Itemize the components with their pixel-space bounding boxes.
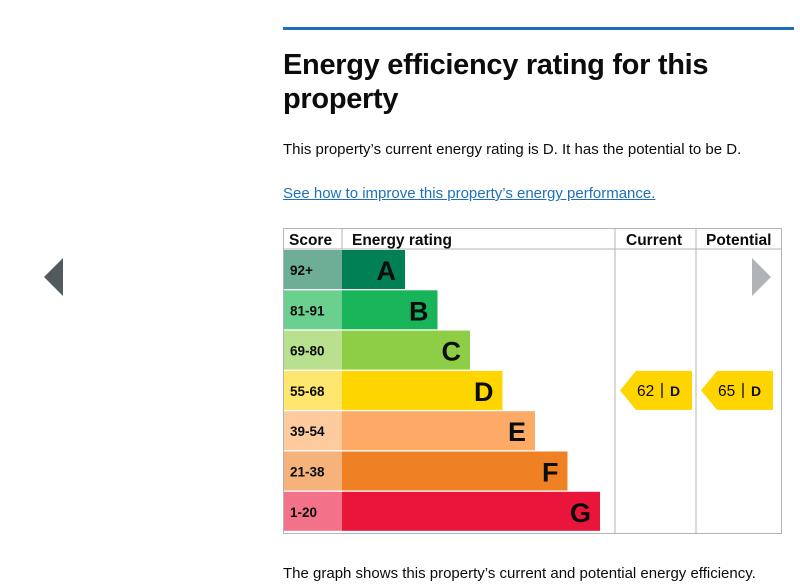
- rating-bar-f: [342, 451, 568, 491]
- rating-bar-b: [342, 290, 438, 330]
- header-current: Current: [626, 232, 682, 249]
- score-label-d: 55-68: [290, 384, 325, 399]
- page-title: Energy efficiency rating for this proper…: [283, 49, 709, 115]
- rating-bar-g: [342, 491, 600, 531]
- rating-letter-c: C: [442, 337, 462, 367]
- chevron-right-icon[interactable]: [752, 258, 771, 296]
- rating-letter-b: B: [409, 296, 429, 326]
- potential-rating-marker: [701, 370, 773, 410]
- header-potential: Potential: [706, 232, 771, 249]
- rating-bar-a: [342, 250, 405, 289]
- potential-rating-letter: D: [751, 383, 761, 399]
- header-energy-rating: Energy rating: [352, 232, 452, 249]
- score-cell-a: [284, 250, 342, 289]
- score-cell-f: [284, 451, 342, 491]
- chart-markers: 62 D 65 D: [620, 370, 773, 410]
- current-rating-marker: [620, 370, 692, 410]
- score-cell-d: [284, 370, 342, 410]
- chart-headers: Score Energy rating Current Potential: [289, 232, 771, 249]
- score-label-c: 69-80: [290, 344, 325, 359]
- score-cell-c: [284, 330, 342, 370]
- rating-letter-a: A: [377, 256, 397, 286]
- improve-energy-link[interactable]: See how to improve this property’s energ…: [283, 185, 656, 202]
- section-divider: [283, 27, 794, 30]
- rating-letter-e: E: [508, 417, 526, 447]
- rating-letter-f: F: [542, 458, 559, 488]
- score-cell-g: [284, 491, 342, 531]
- score-label-e: 39-54: [290, 424, 325, 439]
- score-label-f: 21-38: [290, 465, 325, 480]
- chart-footnote: The graph shows this property’s current …: [283, 565, 756, 582]
- score-cell-b: [284, 290, 342, 330]
- chevron-left-icon[interactable]: [44, 258, 63, 296]
- rating-letter-d: D: [474, 377, 494, 407]
- rating-bar-e: [342, 411, 535, 451]
- chart-frame: [283, 228, 782, 534]
- current-rating-letter: D: [670, 383, 680, 399]
- score-label-b: 81-91: [290, 303, 325, 318]
- score-cell-e: [284, 411, 342, 451]
- current-rating-score: 62: [637, 383, 654, 400]
- rating-summary: This property’s current energy rating is…: [283, 141, 742, 158]
- header-score: Score: [289, 232, 332, 249]
- rating-bar-c: [342, 330, 470, 370]
- score-label-a: 92+: [290, 263, 313, 278]
- potential-rating-score: 65: [718, 383, 735, 400]
- rating-bar-d: [342, 370, 503, 410]
- energy-rating-chart: 92+ A81-91 B69-80 C55-68 D39-54 E21-38 F1-20 G …: [283, 228, 782, 534]
- rating-letter-g: G: [570, 498, 591, 528]
- chart-grid: [283, 228, 782, 534]
- score-label-g: 1-20: [290, 505, 317, 520]
- chart-bands: 92+ A 81-91 B 69-80 C 55-68 D 39-54 E 21-38 F 1-20 G: [284, 250, 600, 531]
